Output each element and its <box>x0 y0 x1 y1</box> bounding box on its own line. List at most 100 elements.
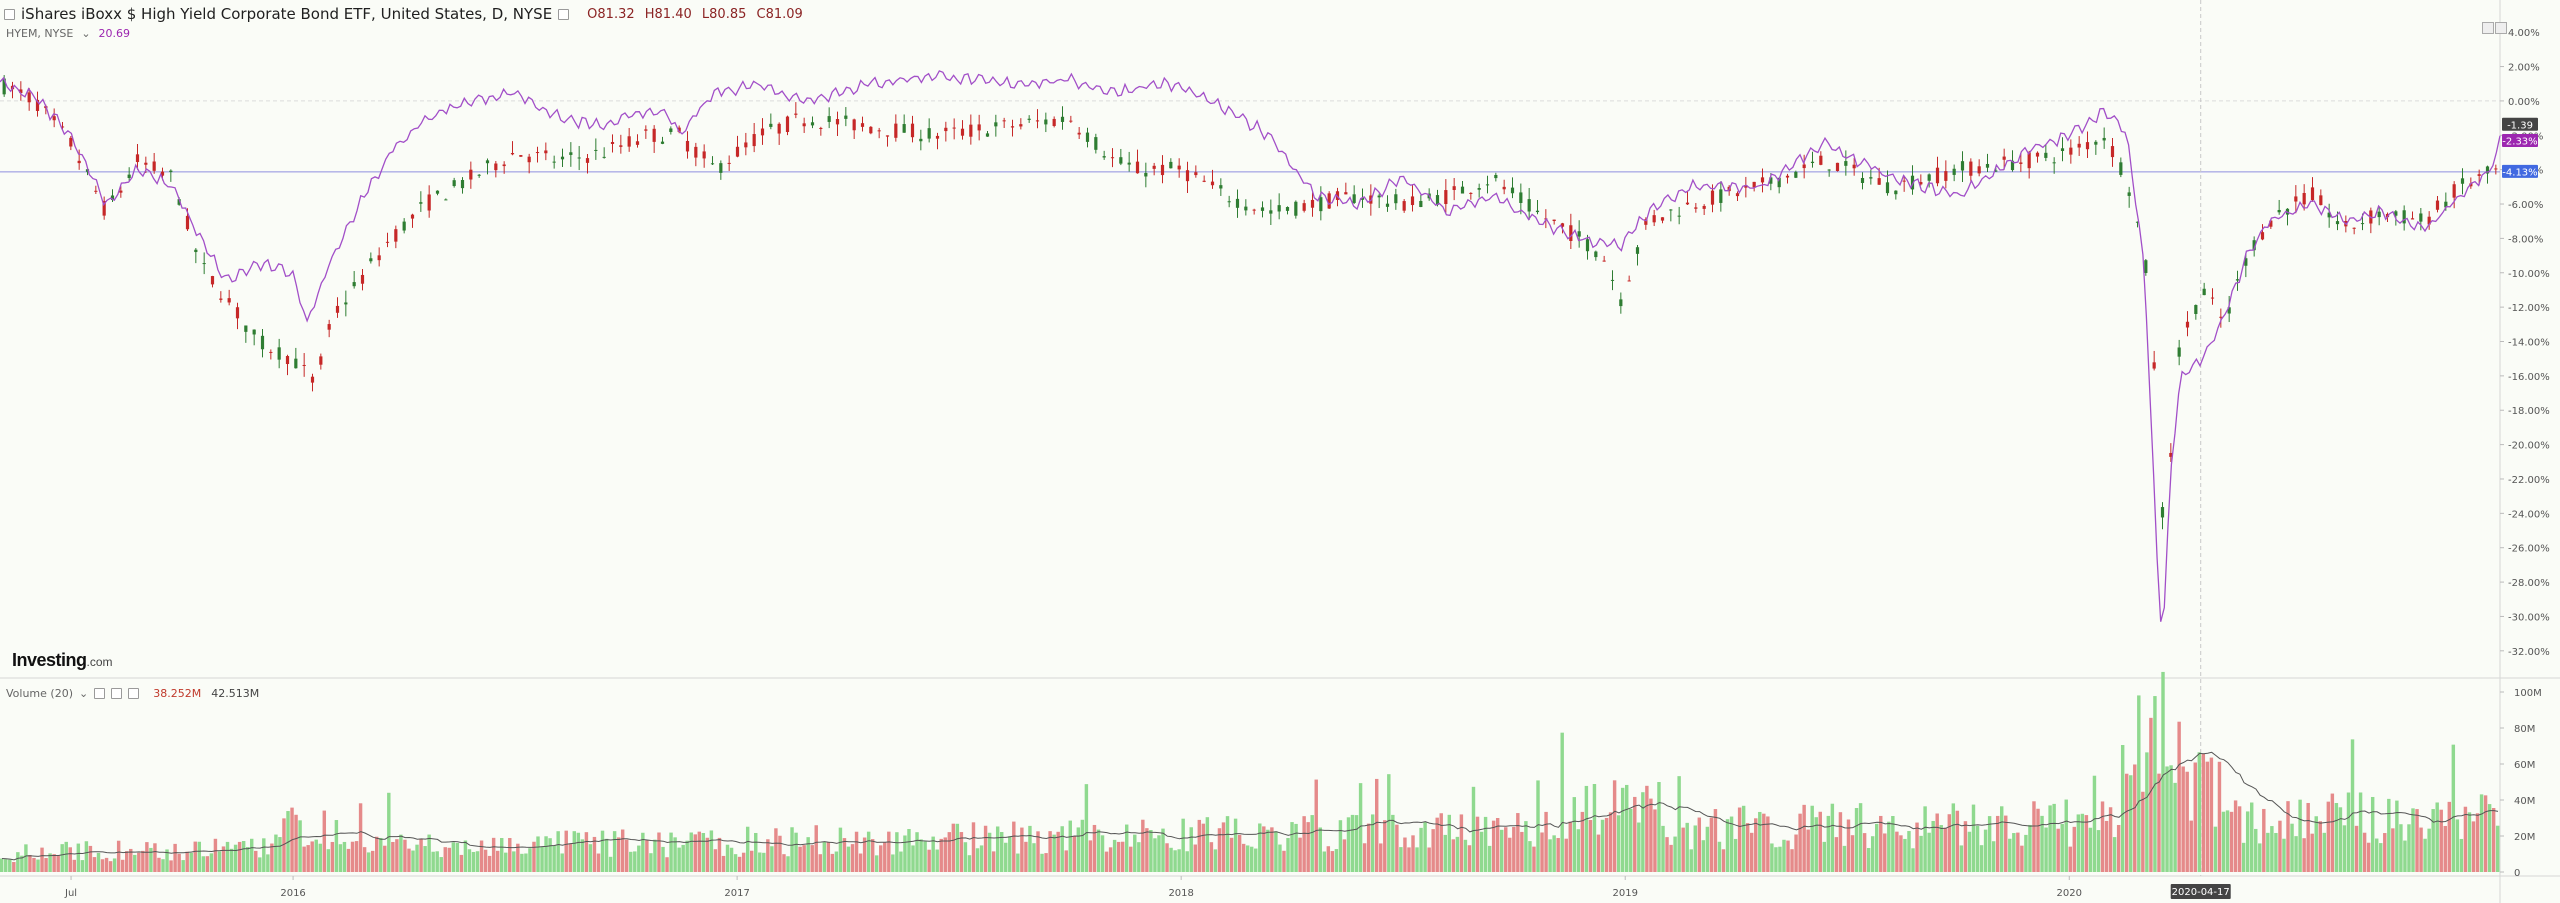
volume-bar <box>2350 739 2355 872</box>
volume-bar <box>1516 813 1520 872</box>
volume-bar <box>1903 838 1907 872</box>
candle-body <box>1210 181 1215 186</box>
volume-bar <box>1084 784 1089 872</box>
volume-bar <box>370 850 375 872</box>
volume-bar <box>741 852 746 872</box>
volume-bar <box>1943 827 1947 872</box>
restore-icon[interactable] <box>2495 22 2507 34</box>
volume-bar <box>1693 825 1697 872</box>
volume-bar <box>758 852 762 872</box>
candle-body <box>2019 162 2023 164</box>
volume-bar <box>544 836 548 872</box>
volume-bar <box>1939 825 1943 872</box>
volume-bar <box>1286 838 1290 872</box>
candle-body <box>2444 201 2448 208</box>
volume-bar <box>1814 817 1818 872</box>
volume-bar <box>2048 805 2052 872</box>
volume-bar <box>1979 845 1984 872</box>
candle-body <box>885 135 890 137</box>
candle-body <box>535 152 540 154</box>
candle-body <box>1977 166 1981 174</box>
volume-bar <box>2262 808 2266 872</box>
volume-bar <box>1193 844 1197 872</box>
candle-body <box>602 156 606 158</box>
volume-bar <box>125 851 129 872</box>
collapse-icon[interactable] <box>4 8 15 20</box>
candle-body <box>144 162 148 165</box>
volume-bar <box>467 849 472 872</box>
volume-bar <box>2439 809 2443 872</box>
volume-bar <box>479 840 484 872</box>
candle-body <box>2194 305 2198 314</box>
price-badge-label: -1.39 <box>2507 120 2533 131</box>
settings-icon[interactable] <box>111 688 123 699</box>
volume-bar <box>322 810 327 872</box>
volume-bar <box>350 841 355 872</box>
volume-bar <box>548 838 552 872</box>
volume-bar <box>1629 808 1633 872</box>
volume-bar <box>1854 807 1859 872</box>
volume-bar <box>608 856 613 872</box>
volume-bar <box>1834 837 1839 872</box>
volume-label[interactable]: Volume (20) <box>6 687 73 700</box>
candle-body <box>2310 187 2315 201</box>
volume-bar <box>298 820 302 872</box>
candle-body <box>1319 197 1323 212</box>
volume-bar <box>1830 803 1835 872</box>
candle-body <box>1244 206 1248 211</box>
volume-bar <box>1637 822 1641 872</box>
volume-bar <box>431 851 435 872</box>
volume-bar <box>1399 847 1403 872</box>
volume-bar <box>1705 826 1710 872</box>
eye-icon[interactable] <box>94 688 106 699</box>
candle-body <box>402 221 406 231</box>
volume-bar <box>2294 836 2298 872</box>
candle-body <box>852 119 856 131</box>
volume-bar <box>1076 827 1081 872</box>
volume-bar <box>108 861 113 872</box>
volume-bar <box>1459 814 1464 872</box>
volume-bar <box>419 838 423 872</box>
chevron-down-icon[interactable]: ⌄ <box>79 687 89 700</box>
volume-bar <box>1120 841 1125 872</box>
compare-symbol[interactable]: HYEM, NYSE <box>6 27 74 40</box>
volume-bar <box>1782 839 1786 872</box>
candle-body <box>477 174 481 176</box>
close-icon[interactable] <box>128 688 140 699</box>
candle-body <box>2094 141 2098 145</box>
chevron-down-icon[interactable]: ⌄ <box>81 27 91 40</box>
volume-bar <box>2491 808 2496 872</box>
volume-bar <box>1108 847 1113 872</box>
volume-bar <box>1024 841 1028 872</box>
volume-bar <box>625 839 629 872</box>
volume-bar <box>1032 843 1036 872</box>
settings-icon[interactable] <box>558 8 570 20</box>
volume-bar <box>435 851 439 872</box>
candle-body <box>510 153 515 155</box>
volume-bar <box>52 854 56 872</box>
volume-bar <box>72 859 77 872</box>
volume-bar <box>1991 841 1996 872</box>
volume-bar <box>1887 821 1891 872</box>
volume-bar <box>2052 803 2056 872</box>
volume-bar <box>846 846 851 872</box>
volume-bar <box>1213 849 1218 872</box>
volume-bar <box>1987 816 1992 872</box>
volume-bar <box>1133 834 1137 872</box>
candle-body <box>585 158 590 163</box>
volume-bar <box>1669 844 1673 872</box>
volume-bar <box>911 845 915 872</box>
volume-bar <box>20 855 24 872</box>
volume-bar <box>2004 815 2008 872</box>
maximize-icon[interactable] <box>2482 22 2494 34</box>
candle-body <box>1360 197 1365 200</box>
volume-bar <box>1278 844 1282 872</box>
volume-bar <box>1056 831 1060 872</box>
volume-bar <box>181 860 185 872</box>
candle-body <box>1285 207 1290 211</box>
volume-bar <box>504 852 508 872</box>
y-tick-label: 4.00% <box>2508 28 2540 39</box>
volume-ma-value: 42.513M <box>211 687 260 700</box>
candle-body <box>369 258 373 262</box>
